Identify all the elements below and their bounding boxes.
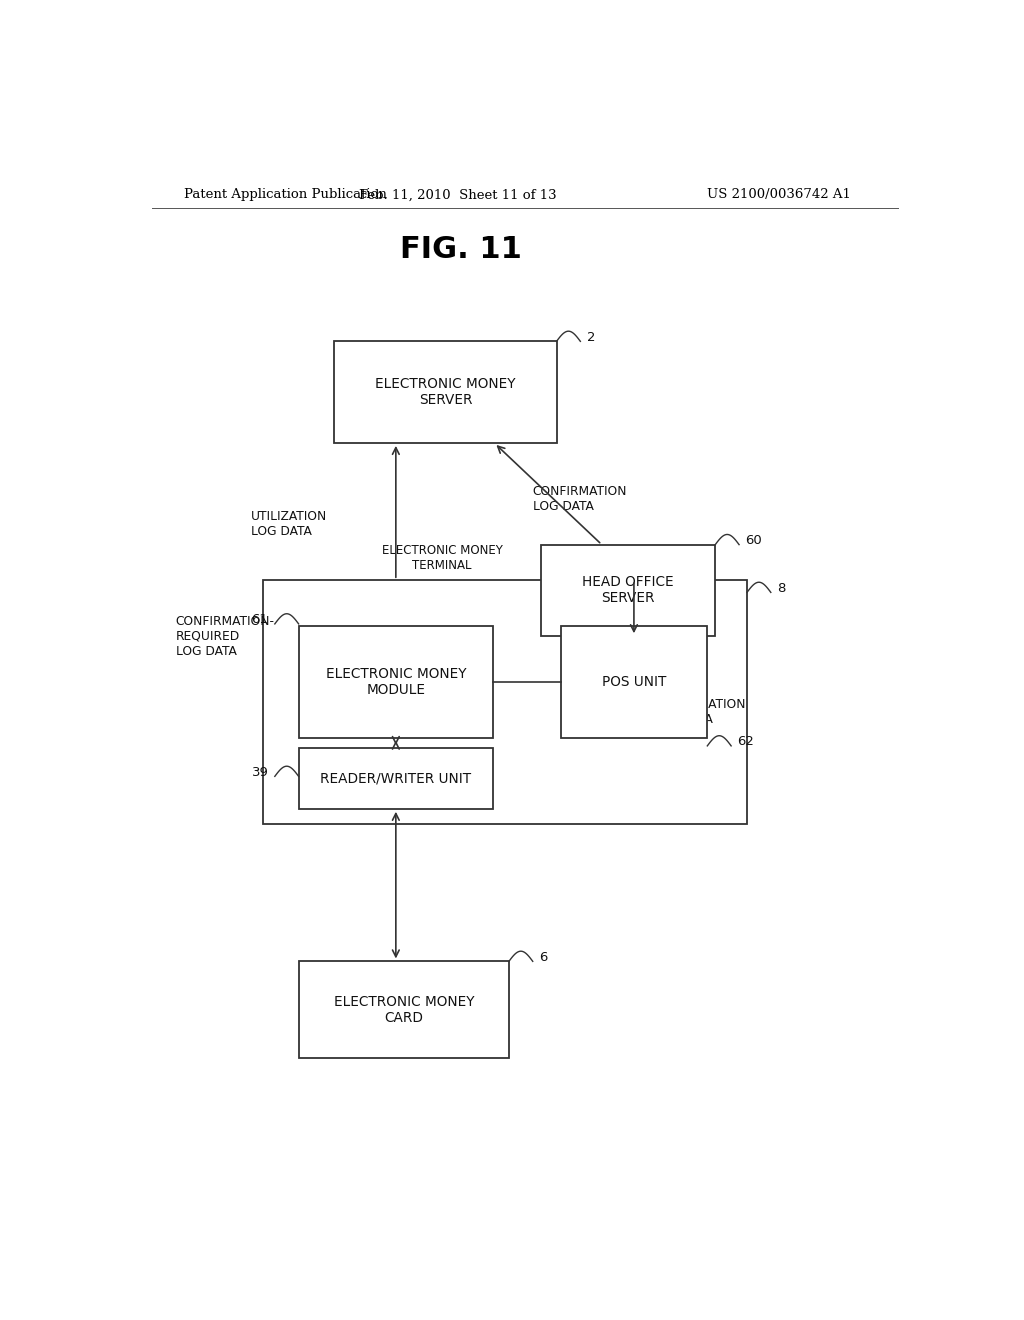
Bar xyxy=(299,626,494,738)
Text: ELECTRONIC MONEY
SERVER: ELECTRONIC MONEY SERVER xyxy=(375,378,516,408)
Bar xyxy=(299,748,494,809)
Text: CONFIRMATION-
REQUIRED
LOG DATA: CONFIRMATION- REQUIRED LOG DATA xyxy=(176,615,274,657)
Bar xyxy=(334,342,557,444)
Text: 60: 60 xyxy=(745,535,762,546)
Text: ELECTRONIC MONEY
TERMINAL: ELECTRONIC MONEY TERMINAL xyxy=(382,544,503,572)
Text: ELECTRONIC MONEY
MODULE: ELECTRONIC MONEY MODULE xyxy=(326,667,466,697)
Bar xyxy=(263,581,748,824)
Text: FIG. 11: FIG. 11 xyxy=(400,235,522,264)
Text: US 2100/0036742 A1: US 2100/0036742 A1 xyxy=(707,189,851,202)
Text: HEAD OFFICE
SERVER: HEAD OFFICE SERVER xyxy=(583,576,674,606)
Text: CONFIRMATION
LOG DATA: CONFIRMATION LOG DATA xyxy=(652,698,746,726)
Text: Patent Application Publication: Patent Application Publication xyxy=(183,189,386,202)
Text: CONFIRMATION
LOG DATA: CONFIRMATION LOG DATA xyxy=(532,484,628,513)
Text: 2: 2 xyxy=(587,331,595,343)
Text: 6: 6 xyxy=(539,950,548,964)
Text: 62: 62 xyxy=(737,735,755,748)
Text: 8: 8 xyxy=(777,582,785,595)
Text: 61: 61 xyxy=(252,614,268,627)
Text: POS UNIT: POS UNIT xyxy=(602,675,666,689)
Text: 39: 39 xyxy=(252,766,268,779)
Text: ELECTRONIC MONEY
CARD: ELECTRONIC MONEY CARD xyxy=(334,994,474,1024)
Bar xyxy=(299,961,509,1057)
Text: READER/WRITER UNIT: READER/WRITER UNIT xyxy=(321,771,471,785)
Text: Feb. 11, 2010  Sheet 11 of 13: Feb. 11, 2010 Sheet 11 of 13 xyxy=(358,189,556,202)
Bar xyxy=(560,626,708,738)
Text: UTILIZATION
LOG DATA: UTILIZATION LOG DATA xyxy=(251,511,328,539)
Bar xyxy=(541,545,715,636)
